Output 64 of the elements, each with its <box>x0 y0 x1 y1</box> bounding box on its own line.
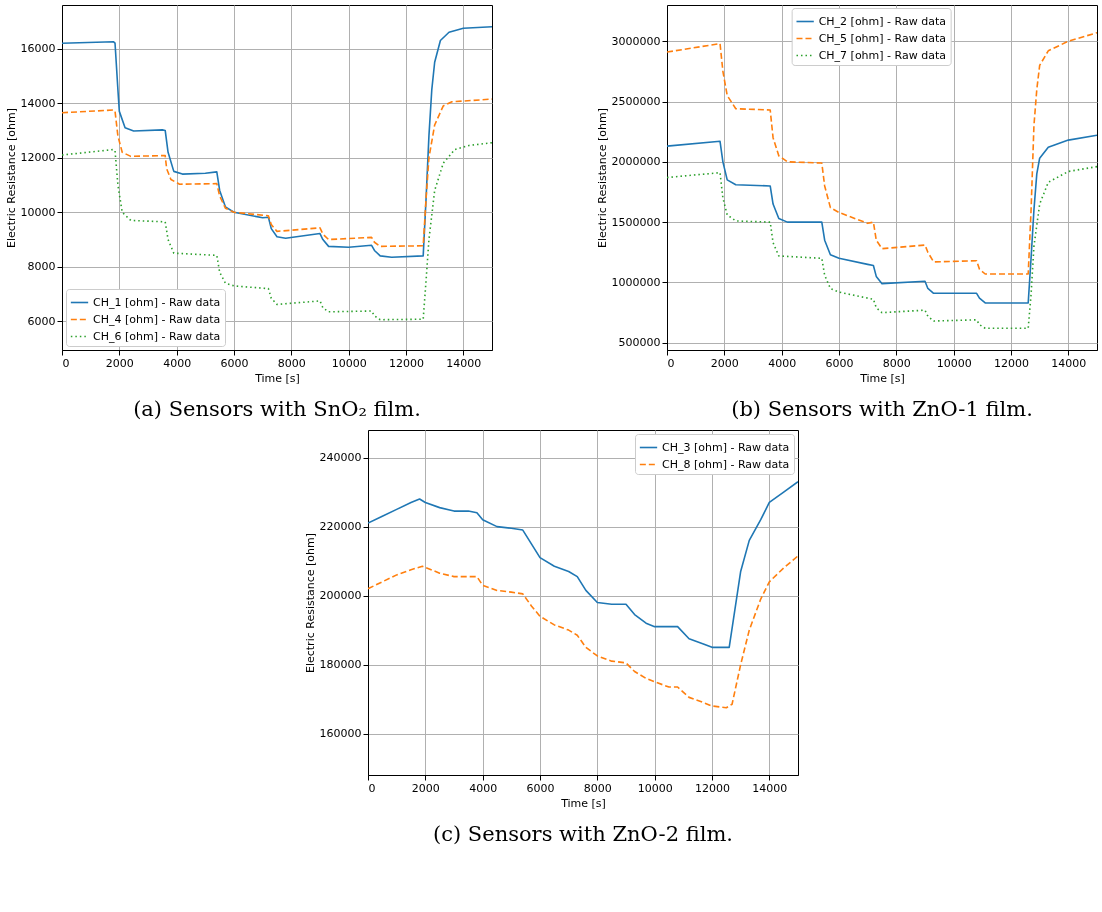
x-tick-label: 4000 <box>469 781 498 795</box>
y-tick-label: 220000 <box>319 520 362 534</box>
x-axis-title: Time [s] <box>859 371 905 385</box>
x-tick-label: 2000 <box>411 781 440 795</box>
line-series <box>368 480 798 649</box>
x-tick-label: 8000 <box>882 356 911 370</box>
y-axis-title: Electric Resistance [ohm] <box>303 532 317 674</box>
x-tick-label: 14000 <box>1051 356 1087 370</box>
x-tick-label: 10000 <box>936 356 972 370</box>
x-tick-label: 2000 <box>105 356 134 370</box>
y-tick-label: 8000 <box>27 260 56 274</box>
line-series <box>667 165 1097 330</box>
y-tick-label: 10000 <box>20 205 56 219</box>
x-tick-label: 12000 <box>994 356 1029 370</box>
y-tick-label: 240000 <box>319 451 362 465</box>
y-tick-label: 1500000 <box>611 215 661 229</box>
x-tick-label: 14000 <box>446 356 482 370</box>
x-tick-label: 0 <box>368 781 376 795</box>
y-axis-title: Electric Resistance [ohm] <box>595 107 609 249</box>
x-axis-title: Time [s] <box>254 371 300 385</box>
legend-label: CH_4 [ohm] - Raw data <box>93 312 221 326</box>
legend-label: CH_3 [ohm] - Raw data <box>662 440 790 454</box>
x-tick-label: 12000 <box>695 781 730 795</box>
line-series <box>667 31 1097 275</box>
y-tick-label: 2500000 <box>611 95 661 108</box>
y-tick-label: 12000 <box>20 151 56 165</box>
text: (c) Sensors with ZnO-2 film. <box>433 822 733 846</box>
y-tick-label: 14000 <box>20 96 56 110</box>
x-tick-label: 6000 <box>526 781 555 795</box>
y-tick-label: 2000000 <box>611 155 661 169</box>
x-axis-title: Time [s] <box>560 796 606 810</box>
legend-label: CH_7 [ohm] - Raw data <box>818 48 946 62</box>
x-tick-label: 4000 <box>163 356 192 370</box>
legend-label: CH_2 [ohm] - Raw data <box>818 14 946 28</box>
x-tick-label: 4000 <box>768 356 797 370</box>
x-tick-label: 8000 <box>583 781 612 795</box>
y-tick-label: 200000 <box>319 589 362 603</box>
text: (b) Sensors with ZnO-1 film. <box>731 397 1033 421</box>
legend-label: CH_5 [ohm] - Raw data <box>818 31 946 45</box>
line-series <box>667 134 1097 304</box>
x-tick-label: 12000 <box>389 356 424 370</box>
legend-label: CH_6 [ohm] - Raw data <box>93 329 221 343</box>
y-tick-label: 500000 <box>618 336 661 350</box>
x-tick-label: 14000 <box>752 781 788 795</box>
text: (a) Sensors with SnO₂ film. <box>133 397 421 421</box>
y-tick-label: 180000 <box>319 658 362 672</box>
y-axis-title: Electric Resistance [ohm] <box>4 107 18 249</box>
legend-label: CH_1 [ohm] - Raw data <box>93 295 221 309</box>
y-tick-label: 1000000 <box>611 275 661 289</box>
legend-label: CH_8 [ohm] - Raw data <box>662 457 790 471</box>
x-tick-label: 0 <box>667 356 675 370</box>
x-tick-label: 6000 <box>825 356 854 370</box>
line-series <box>368 555 798 709</box>
x-tick-label: 0 <box>62 356 70 370</box>
x-tick-label: 8000 <box>277 356 306 370</box>
line-series <box>62 26 492 259</box>
y-tick-label: 6000 <box>27 314 56 328</box>
y-tick-label: 3000000 <box>611 34 661 48</box>
x-tick-label: 2000 <box>710 356 739 370</box>
x-tick-label: 10000 <box>637 781 673 795</box>
y-tick-label: 16000 <box>20 42 56 56</box>
x-tick-label: 6000 <box>220 356 249 370</box>
line-series <box>62 98 492 248</box>
y-tick-label: 160000 <box>319 727 362 741</box>
